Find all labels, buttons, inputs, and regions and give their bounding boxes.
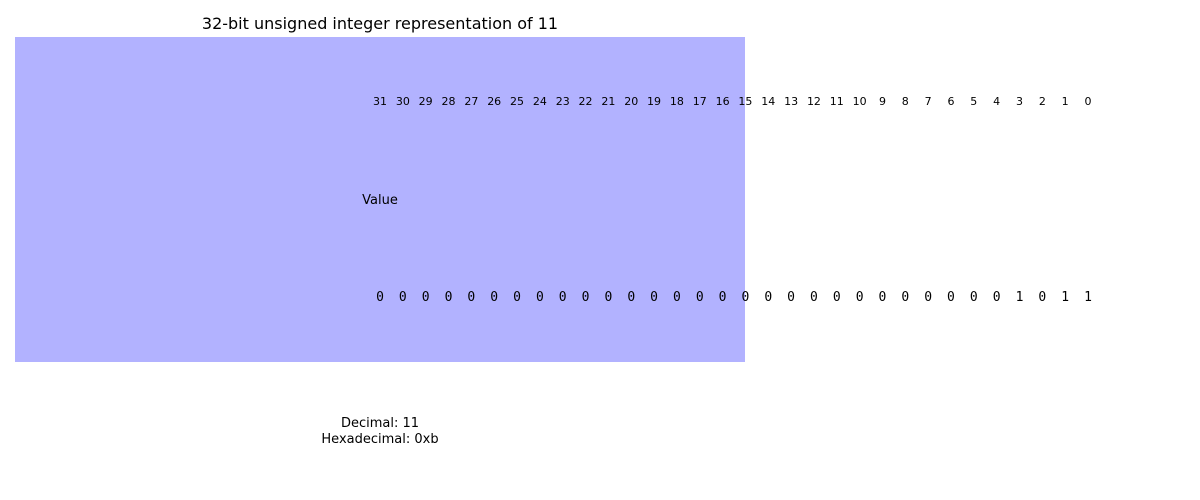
bit-value: 0 bbox=[559, 290, 567, 305]
bit-index-label: 6 bbox=[947, 95, 954, 108]
bit-index-label: 29 bbox=[419, 95, 433, 108]
bit-index-label: 13 bbox=[784, 95, 798, 108]
hex-readout: Hexadecimal: 0xb bbox=[321, 432, 438, 447]
bit-index-label: 28 bbox=[442, 95, 456, 108]
bit-value: 0 bbox=[1038, 290, 1046, 305]
bit-value: 0 bbox=[787, 290, 795, 305]
bit-index-label: 8 bbox=[902, 95, 909, 108]
bit-value: 0 bbox=[742, 290, 750, 305]
bit-index-label: 1 bbox=[1062, 95, 1069, 108]
bit-index-label: 26 bbox=[487, 95, 501, 108]
bit-value: 0 bbox=[901, 290, 909, 305]
bit-value: 0 bbox=[399, 290, 407, 305]
bit-value: 0 bbox=[947, 290, 955, 305]
bit-index-label: 22 bbox=[579, 95, 593, 108]
bit-index-label: 15 bbox=[738, 95, 752, 108]
bit-index-label: 18 bbox=[670, 95, 684, 108]
bit-value: 0 bbox=[810, 290, 818, 305]
bit-value: 0 bbox=[924, 290, 932, 305]
bit-index-label: 2 bbox=[1039, 95, 1046, 108]
bit-value: 0 bbox=[764, 290, 772, 305]
bit-index-label: 4 bbox=[993, 95, 1000, 108]
highlight-box bbox=[15, 37, 745, 362]
bit-index-label: 14 bbox=[761, 95, 775, 108]
value-row-label: Value bbox=[362, 193, 398, 208]
bit-value: 1 bbox=[1016, 290, 1024, 305]
bit-value: 0 bbox=[536, 290, 544, 305]
bit-index-label: 19 bbox=[647, 95, 661, 108]
bit-index-label: 25 bbox=[510, 95, 524, 108]
bit-value: 0 bbox=[696, 290, 704, 305]
bit-value: 0 bbox=[627, 290, 635, 305]
bit-value: 0 bbox=[719, 290, 727, 305]
bit-index-label: 12 bbox=[807, 95, 821, 108]
bit-value: 0 bbox=[604, 290, 612, 305]
bit-value: 1 bbox=[1084, 290, 1092, 305]
bit-value: 0 bbox=[993, 290, 1001, 305]
bit-index-label: 7 bbox=[925, 95, 932, 108]
diagram-title: 32-bit unsigned integer representation o… bbox=[202, 14, 558, 33]
bit-value: 0 bbox=[650, 290, 658, 305]
bit-index-label: 0 bbox=[1085, 95, 1092, 108]
bit-value: 0 bbox=[833, 290, 841, 305]
bit-index-label: 16 bbox=[716, 95, 730, 108]
bit-value: 0 bbox=[467, 290, 475, 305]
bit-value: 0 bbox=[856, 290, 864, 305]
bit-index-label: 20 bbox=[624, 95, 638, 108]
bit-value: 0 bbox=[445, 290, 453, 305]
bit-value: 0 bbox=[376, 290, 384, 305]
bit-index-label: 30 bbox=[396, 95, 410, 108]
bit-index-label: 27 bbox=[464, 95, 478, 108]
bit-index-label: 10 bbox=[853, 95, 867, 108]
bit-value: 0 bbox=[673, 290, 681, 305]
bit-index-label: 9 bbox=[879, 95, 886, 108]
bit-index-label: 5 bbox=[970, 95, 977, 108]
decimal-readout: Decimal: 11 bbox=[341, 416, 419, 431]
bit-index-row: 31 30 29 28 27 26 25 24 23 22 21 20 19 18 17 16 15 14 13 12… bbox=[373, 95, 1092, 108]
bit-index-label: 11 bbox=[830, 95, 844, 108]
bit-index-label: 3 bbox=[1016, 95, 1023, 108]
bit-index-label: 24 bbox=[533, 95, 547, 108]
bit-value: 0 bbox=[582, 290, 590, 305]
bit-index-label: 31 bbox=[373, 95, 387, 108]
bit-value: 0 bbox=[513, 290, 521, 305]
bit-index-label: 21 bbox=[601, 95, 615, 108]
bit-value: 0 bbox=[970, 290, 978, 305]
bit-value: 1 bbox=[1061, 290, 1069, 305]
bit-index-label: 23 bbox=[556, 95, 570, 108]
bit-value: 0 bbox=[422, 290, 430, 305]
bit-value: 0 bbox=[879, 290, 887, 305]
bit-value: 0 bbox=[490, 290, 498, 305]
bit-index-label: 17 bbox=[693, 95, 707, 108]
